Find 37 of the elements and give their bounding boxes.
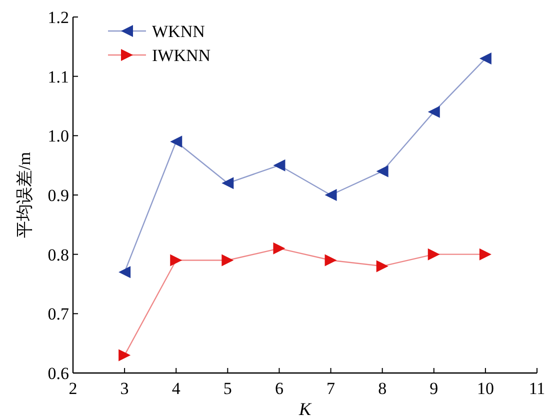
point: [428, 248, 440, 260]
x-axis-title: K: [298, 399, 312, 419]
x-tick-label: 10: [476, 379, 494, 398]
point: [170, 136, 182, 148]
point: [376, 165, 388, 178]
y-tick-label: 0.7: [48, 304, 70, 324]
y-tick-label: 1.0: [48, 126, 69, 146]
point: [118, 349, 131, 362]
point: [222, 254, 234, 266]
point: [428, 106, 440, 118]
legend-label: WKNN: [152, 22, 205, 41]
y-tick-label: 1.2: [48, 8, 69, 27]
x-tick-label: 11: [528, 379, 546, 398]
x-tick-label: 5: [223, 379, 232, 398]
x-tick-label: 4: [172, 379, 181, 398]
y-axis-title: 平均误差/m: [15, 152, 34, 238]
point: [222, 177, 234, 190]
x-tick-label: 2: [68, 379, 78, 398]
point: [376, 260, 388, 272]
x-tick-label: 7: [326, 379, 336, 398]
x-tick-label: 9: [430, 379, 438, 398]
point: [324, 254, 337, 266]
x-tick-label: 3: [120, 379, 129, 398]
point: [479, 52, 492, 65]
y-tick-label: 0.6: [48, 364, 69, 383]
x-tick-label: 8: [378, 379, 387, 398]
point: [118, 266, 131, 278]
y-tick-label: 1.1: [48, 67, 69, 86]
point: [273, 159, 286, 172]
legend-label: IWKNN: [152, 46, 211, 65]
point: [479, 248, 492, 260]
y-tick-label: 0.8: [48, 245, 69, 264]
point: [273, 242, 286, 254]
x-tick-label: 6: [274, 379, 284, 398]
y-tick-label: 0.9: [48, 186, 69, 205]
point: [170, 254, 182, 266]
point: [324, 189, 337, 201]
